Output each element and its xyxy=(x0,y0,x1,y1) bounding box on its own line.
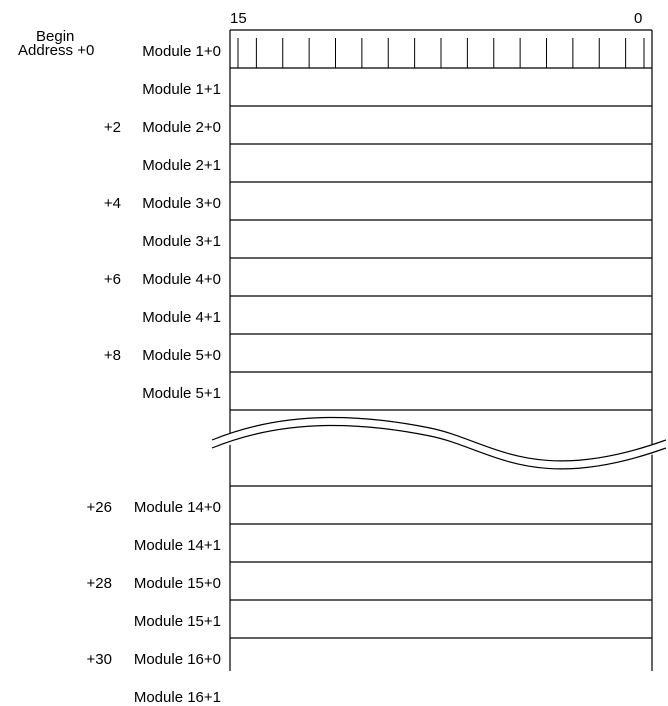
row-offset-label: +8 xyxy=(103,347,121,364)
register-frame xyxy=(229,29,653,671)
row-module-label: Module 1+1 xyxy=(142,81,221,98)
break-line-upper xyxy=(211,416,667,462)
row-module-label: Module 5+1 xyxy=(142,385,221,402)
row-module-label: Module 4+1 xyxy=(142,309,221,326)
break-line-lower xyxy=(211,424,667,470)
register-map-diagram xyxy=(211,29,667,671)
row-module-label: Module 16+0 xyxy=(133,651,221,668)
bit-0-label: 0 xyxy=(634,10,643,27)
row-offset-label: +30 xyxy=(86,651,112,668)
break-mark xyxy=(211,416,667,470)
row-offset-label: +26 xyxy=(86,499,112,516)
begin-address-label: Address +0 xyxy=(18,42,95,59)
row-module-label: Module 3+0 xyxy=(142,195,221,212)
row-module-label: Module 1+0 xyxy=(142,43,221,60)
row-module-label: Module 14+1 xyxy=(133,537,221,554)
row-module-label: Module 14+0 xyxy=(133,499,221,516)
row-module-label: Module 2+1 xyxy=(142,157,221,174)
row-module-label: Module 4+0 xyxy=(142,271,221,288)
row-offset-label: +4 xyxy=(103,195,121,212)
row-module-label: Module 15+0 xyxy=(133,575,221,592)
begin-label: Begin xyxy=(36,28,75,45)
break-mask xyxy=(212,417,666,469)
bit-15-label: 15 xyxy=(230,10,247,27)
row-offset-label: +2 xyxy=(103,119,121,136)
row-module-label: Module 2+0 xyxy=(142,119,221,136)
row-module-label: Module 3+1 xyxy=(142,233,221,250)
row-module-label: Module 16+1 xyxy=(133,689,221,706)
row-offset-label: +28 xyxy=(86,575,112,592)
row-offset-label: +6 xyxy=(103,271,121,288)
bit-cells xyxy=(237,38,645,68)
row-module-label: Module 15+1 xyxy=(133,613,221,630)
row-module-label: Module 5+0 xyxy=(142,347,221,364)
